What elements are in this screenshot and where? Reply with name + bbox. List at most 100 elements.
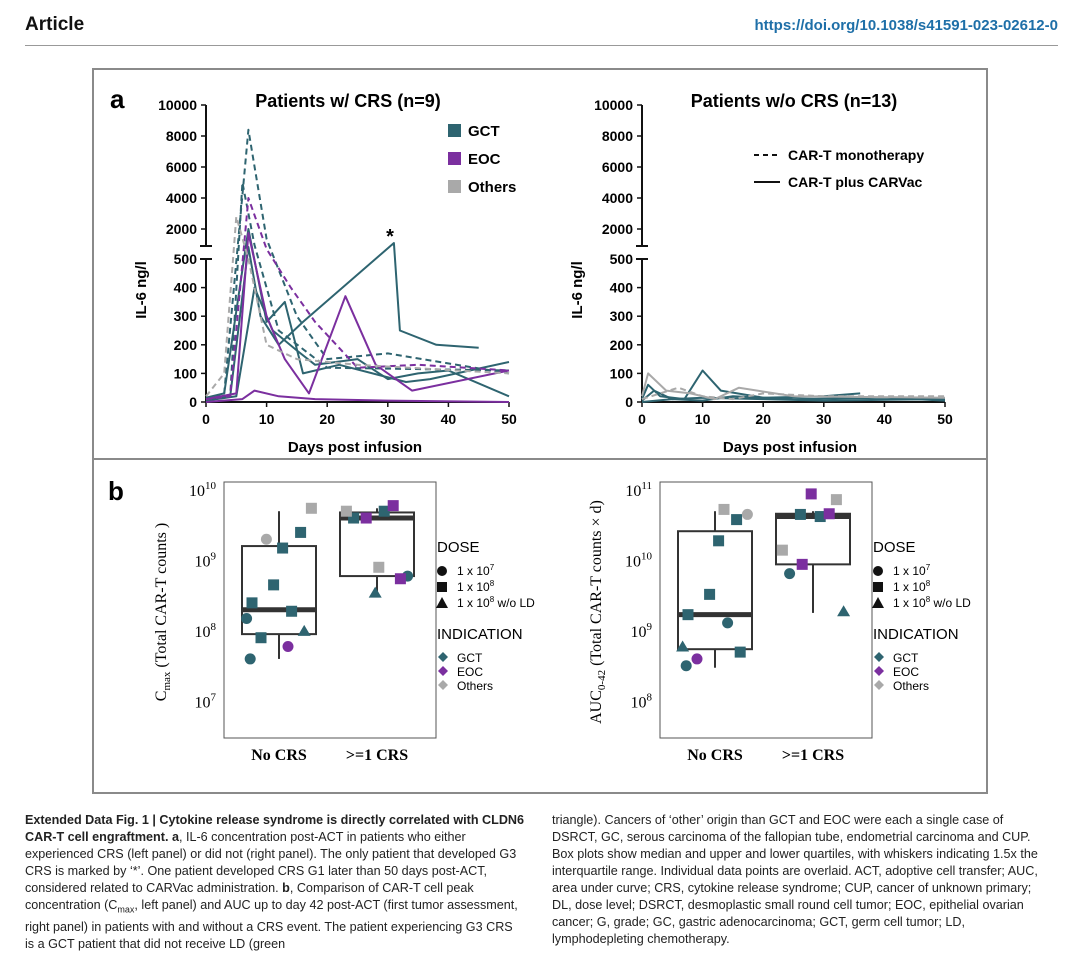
tick-exponent: 8 [647, 691, 653, 703]
cmax-plot-point-dose-1e8-no-ld [297, 624, 311, 636]
cmax-legend-dose-1e8-no-ld-marker [436, 597, 448, 608]
dose-text: 1 x 10 [457, 564, 490, 578]
auc-plot-point-dose-1e7 [722, 617, 734, 629]
crs-plot-y-tick-label: 0 [189, 394, 197, 410]
panel-b-chart: b Cmax (Total CAR-T counts ) AUC0-42 (To… [108, 476, 971, 764]
cmax-legend-dose-item-label: 1 x 108 w/o LD [457, 595, 535, 610]
panel-a-chart: a Patients w/ CRS (n=9) Patients w/o CRS… [110, 84, 953, 456]
auc-plot-point-dose-1e8 [718, 503, 730, 515]
cmax-legend-indication-others-label: Others [457, 679, 493, 693]
cmax-legend-dose-1e8-marker [437, 582, 447, 592]
auc-plot-point-dose-1e8 [823, 508, 835, 520]
crs-plot-series-line [205, 286, 510, 402]
tick-base: 10 [625, 483, 641, 500]
tick-base: 10 [631, 624, 647, 641]
auc-plot-box [775, 512, 851, 566]
caption-b-sub: max [117, 904, 135, 915]
auc-plot-point-dose-1e8 [796, 558, 808, 570]
cmax-legend-indication-gct-label: GCT [457, 651, 483, 665]
dose-exponent: 8 [926, 595, 931, 604]
cmax-plot-point-dose-1e8 [340, 505, 352, 517]
cmax-legend-dose-title: DOSE [437, 539, 480, 556]
auc-plot-point-dose-1e8 [830, 494, 842, 506]
auc-plot-box [677, 530, 753, 651]
legend-eoc-label: EOC [468, 151, 501, 168]
crs-plot-series-line [205, 197, 510, 401]
tick-exponent: 9 [647, 621, 653, 633]
tick-exponent: 7 [211, 691, 217, 703]
no-crs-plot-y-tick-label: 500 [610, 251, 634, 267]
figure-caption-left: Extended Data Fig. 1 | Cytokine release … [25, 812, 525, 953]
crs-plot-series-line [205, 389, 510, 403]
auc-plot-point-dose-1e8 [776, 544, 788, 556]
crs-plot-y-tick-label: 300 [174, 308, 198, 324]
auc-legend-indication-title: INDICATION [873, 626, 959, 643]
crs-plot-y-tick-label: 500 [174, 251, 198, 267]
crs-plot-y-tick-label: 400 [174, 280, 198, 296]
tick-exponent: 10 [641, 550, 653, 562]
auc-legend-dose-1e7-marker [873, 566, 883, 576]
tick-base: 10 [189, 483, 205, 500]
legend-gct-label: GCT [468, 123, 500, 140]
auc-plot-point-dose-1e8 [682, 609, 694, 621]
cmax-label-rest: (Total CAR-T counts ) [153, 523, 170, 668]
dose-exponent: 8 [490, 579, 495, 588]
legend-eoc-swatch [448, 152, 461, 165]
cmax-plot-y-tick-label: 109 [195, 550, 217, 570]
cmax-plot-point-dose-1e7 [282, 641, 294, 653]
crs-plot-y-tick-label: 8000 [166, 128, 197, 144]
crs-plot-x-tick-label: 20 [319, 411, 335, 427]
panel-a-right-xlabel: Days post infusion [723, 439, 857, 456]
no-crs-plot-y-tick-label: 400 [610, 280, 634, 296]
auc-plot-point-dose-1e8 [805, 488, 817, 500]
caption-b-text-2: , left panel) and AUC up to day 42 post-… [25, 898, 518, 951]
cmax-label-sub: max [161, 671, 173, 690]
no-crs-plot-y-tick-label: 200 [610, 337, 634, 353]
caption-a-label: a [171, 830, 179, 844]
crs-plot-x-tick-label: 10 [259, 411, 275, 427]
cmax-plot-x-category-label: No CRS [251, 747, 307, 764]
caption-b-text-1: , Comparison of CAR-T cell peak concentr… [25, 881, 474, 912]
cmax-plot-plot-frame [223, 481, 437, 739]
panel-b-left-ylabel: Cmax (Total CAR-T counts ) [153, 523, 173, 701]
auc-plot-point-dose-1e8 [734, 646, 746, 658]
crs-plot-series-line [205, 128, 510, 403]
dose-text: 1 x 10 [457, 580, 490, 594]
dose-exponent: 8 [926, 579, 931, 588]
no-crs-plot-y-tick-label: 10000 [594, 97, 633, 113]
caption-a-text: , IL-6 concentration post-ACT in patient… [25, 830, 517, 895]
cmax-plot-point-dose-1e8 [348, 512, 360, 524]
auc-label-main: AUC [588, 690, 605, 724]
auc-plot-plot-frame [659, 481, 873, 739]
caption-title: Extended Data Fig. 1 | Cytokine release … [25, 813, 525, 844]
no-crs-plot-y-tick-label: 300 [610, 308, 634, 324]
legend-carvac-label: CAR-T plus CARVac [788, 174, 923, 190]
auc-legend-indication-gct-label: GCT [893, 651, 919, 665]
panel-a-left-xlabel: Days post infusion [288, 439, 422, 456]
tick-base: 10 [195, 624, 211, 641]
cmax-legend-indication-gct-marker [438, 652, 448, 662]
cmax-plot-point-dose-1e8 [387, 500, 399, 512]
auc-legend-indication-gct-marker [874, 652, 884, 662]
auc-plot-point-dose-1e7 [784, 568, 796, 580]
no-crs-plot-y-tick-label: 4000 [602, 190, 633, 206]
doi-link[interactable]: https://doi.org/10.1038/s41591-023-02612… [754, 17, 1059, 34]
crs-plot-x-tick-label: 30 [380, 411, 396, 427]
cmax-plot-point-dose-1e8 [286, 605, 298, 617]
auc-plot-y-tick-label: 1010 [625, 550, 653, 570]
auc-legend-dose-item-label: 1 x 107 [893, 563, 931, 578]
no-crs-plot-y-tick-label: 100 [610, 365, 634, 381]
cmax-legend-dose-item-label: 1 x 107 [457, 563, 495, 578]
dose-text: 1 x 10 [457, 596, 490, 610]
tick-exponent: 8 [211, 621, 217, 633]
auc-label-sub: 0-42 [596, 670, 608, 690]
auc-plot-point-dose-1e8-no-ld [676, 640, 690, 652]
legend-others-swatch [448, 180, 461, 193]
cmax-legend-indication-eoc-label: EOC [457, 665, 483, 679]
tick-exponent: 9 [211, 550, 217, 562]
auc-plot-point-dose-1e8 [713, 535, 725, 547]
crs-plot-x-tick-label: 50 [501, 411, 517, 427]
caption-b-label: b [282, 881, 290, 895]
cmax-plot-point-dose-1e8 [373, 561, 385, 573]
section-label: Article [25, 14, 85, 35]
